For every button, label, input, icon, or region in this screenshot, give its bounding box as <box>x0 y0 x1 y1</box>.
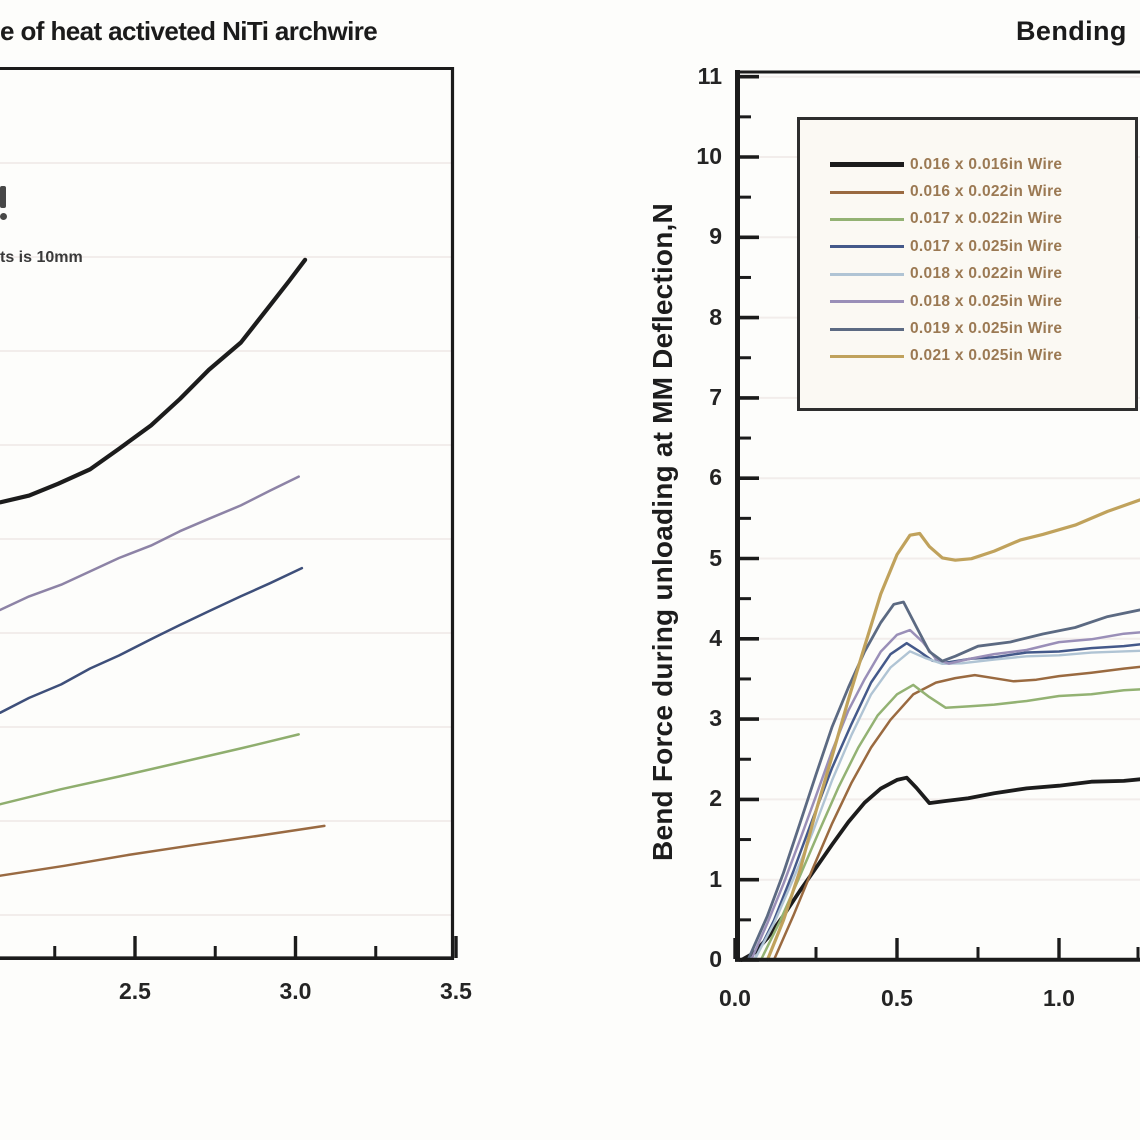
left-x-tick-label-3.0: 3.0 <box>279 978 312 1004</box>
left-x-tick-label-2.5: 2.5 <box>119 978 151 1004</box>
right-chart-y-axis-label: Bend Force during unloading at MM Deflec… <box>647 203 678 861</box>
legend-line-sample <box>830 245 904 249</box>
legend-row-3: 0.017 x 0.025in Wire <box>830 233 1135 260</box>
left-chart-annotation: ts is 10mm <box>0 249 83 266</box>
right-x-tick-label-0.5: 0.5 <box>881 985 913 1011</box>
right-y-tick-label-0: 0 <box>709 946 722 972</box>
curve-right-6 <box>746 600 1140 962</box>
legend-line-sample <box>830 190 904 194</box>
legend-line-sample <box>830 272 904 276</box>
right-y-tick-label-6: 6 <box>709 464 722 491</box>
legend-row-1: 0.016 x 0.022in Wire <box>830 178 1135 205</box>
legend-line-sample <box>830 327 904 331</box>
left-chart-title: e of heat activeted NiTi archwire <box>0 16 378 46</box>
right-y-tick-label-9: 9 <box>709 223 722 250</box>
left-x-tick-label-3.5: 3.5 <box>440 978 472 1004</box>
legend-row-6: 0.019 x 0.025in Wire <box>830 315 1135 342</box>
legend-label: 0.018 x 0.022in Wire <box>910 265 1063 283</box>
cropped-text-fragment-dot <box>0 213 7 220</box>
right-y-tick-label-10: 10 <box>696 143 722 169</box>
right-y-tick-label-3: 3 <box>709 705 722 732</box>
curve-left-0 <box>0 257 308 505</box>
legend-line-sample <box>830 162 904 168</box>
curve-left-3 <box>0 733 300 806</box>
right-chart-legend: 0.016 x 0.016in Wire 0.016 x 0.022in Wire… <box>797 117 1138 411</box>
right-y-tick-label-11: 11 <box>697 62 722 89</box>
legend-line-sample <box>830 354 904 358</box>
legend-row-7: 0.021 x 0.025in Wire <box>830 343 1135 370</box>
legend-row-2: 0.017 x 0.022in Wire <box>830 206 1135 233</box>
legend-label: 0.017 x 0.022in Wire <box>910 210 1063 228</box>
curve-right-7 <box>765 498 1140 962</box>
right-y-tick-label-4: 4 <box>709 624 722 651</box>
legend-row-4: 0.018 x 0.022in Wire <box>830 261 1135 288</box>
curve-left-1 <box>0 475 300 612</box>
curve-right-0 <box>739 775 1140 962</box>
legend-label: 0.016 x 0.016in Wire <box>910 155 1063 173</box>
right-y-tick-label-1: 1 <box>709 865 722 892</box>
right-x-tick-label-0.0: 0.0 <box>719 985 751 1011</box>
right-y-tick-label-5: 5 <box>709 544 722 571</box>
right-y-tick-label-7: 7 <box>709 383 722 410</box>
right-y-tick-label-8: 8 <box>709 303 722 330</box>
right-chart-title: Bending <box>1016 16 1127 46</box>
legend-label: 0.016 x 0.022in Wire <box>910 183 1063 201</box>
curve-left-2 <box>0 566 304 714</box>
curve-right-5 <box>749 628 1140 962</box>
legend-row-0: 0.016 x 0.016in Wire <box>830 151 1135 178</box>
right-y-tick-label-2: 2 <box>709 785 722 812</box>
legend-label: 0.018 x 0.025in Wire <box>910 292 1063 310</box>
legend-label: 0.019 x 0.025in Wire <box>910 320 1063 338</box>
legend-line-sample <box>830 300 904 304</box>
right-x-tick-label-1.0: 1.0 <box>1043 985 1075 1011</box>
legend-row-5: 0.018 x 0.025in Wire <box>830 288 1135 315</box>
curve-right-2 <box>759 683 1140 962</box>
curve-left-4 <box>0 824 326 877</box>
curve-right-1 <box>772 665 1140 962</box>
cropped-text-fragment <box>0 186 6 208</box>
legend-line-sample <box>830 217 904 221</box>
legend-label: 0.017 x 0.025in Wire <box>910 237 1063 255</box>
legend-label: 0.021 x 0.025in Wire <box>910 347 1063 365</box>
